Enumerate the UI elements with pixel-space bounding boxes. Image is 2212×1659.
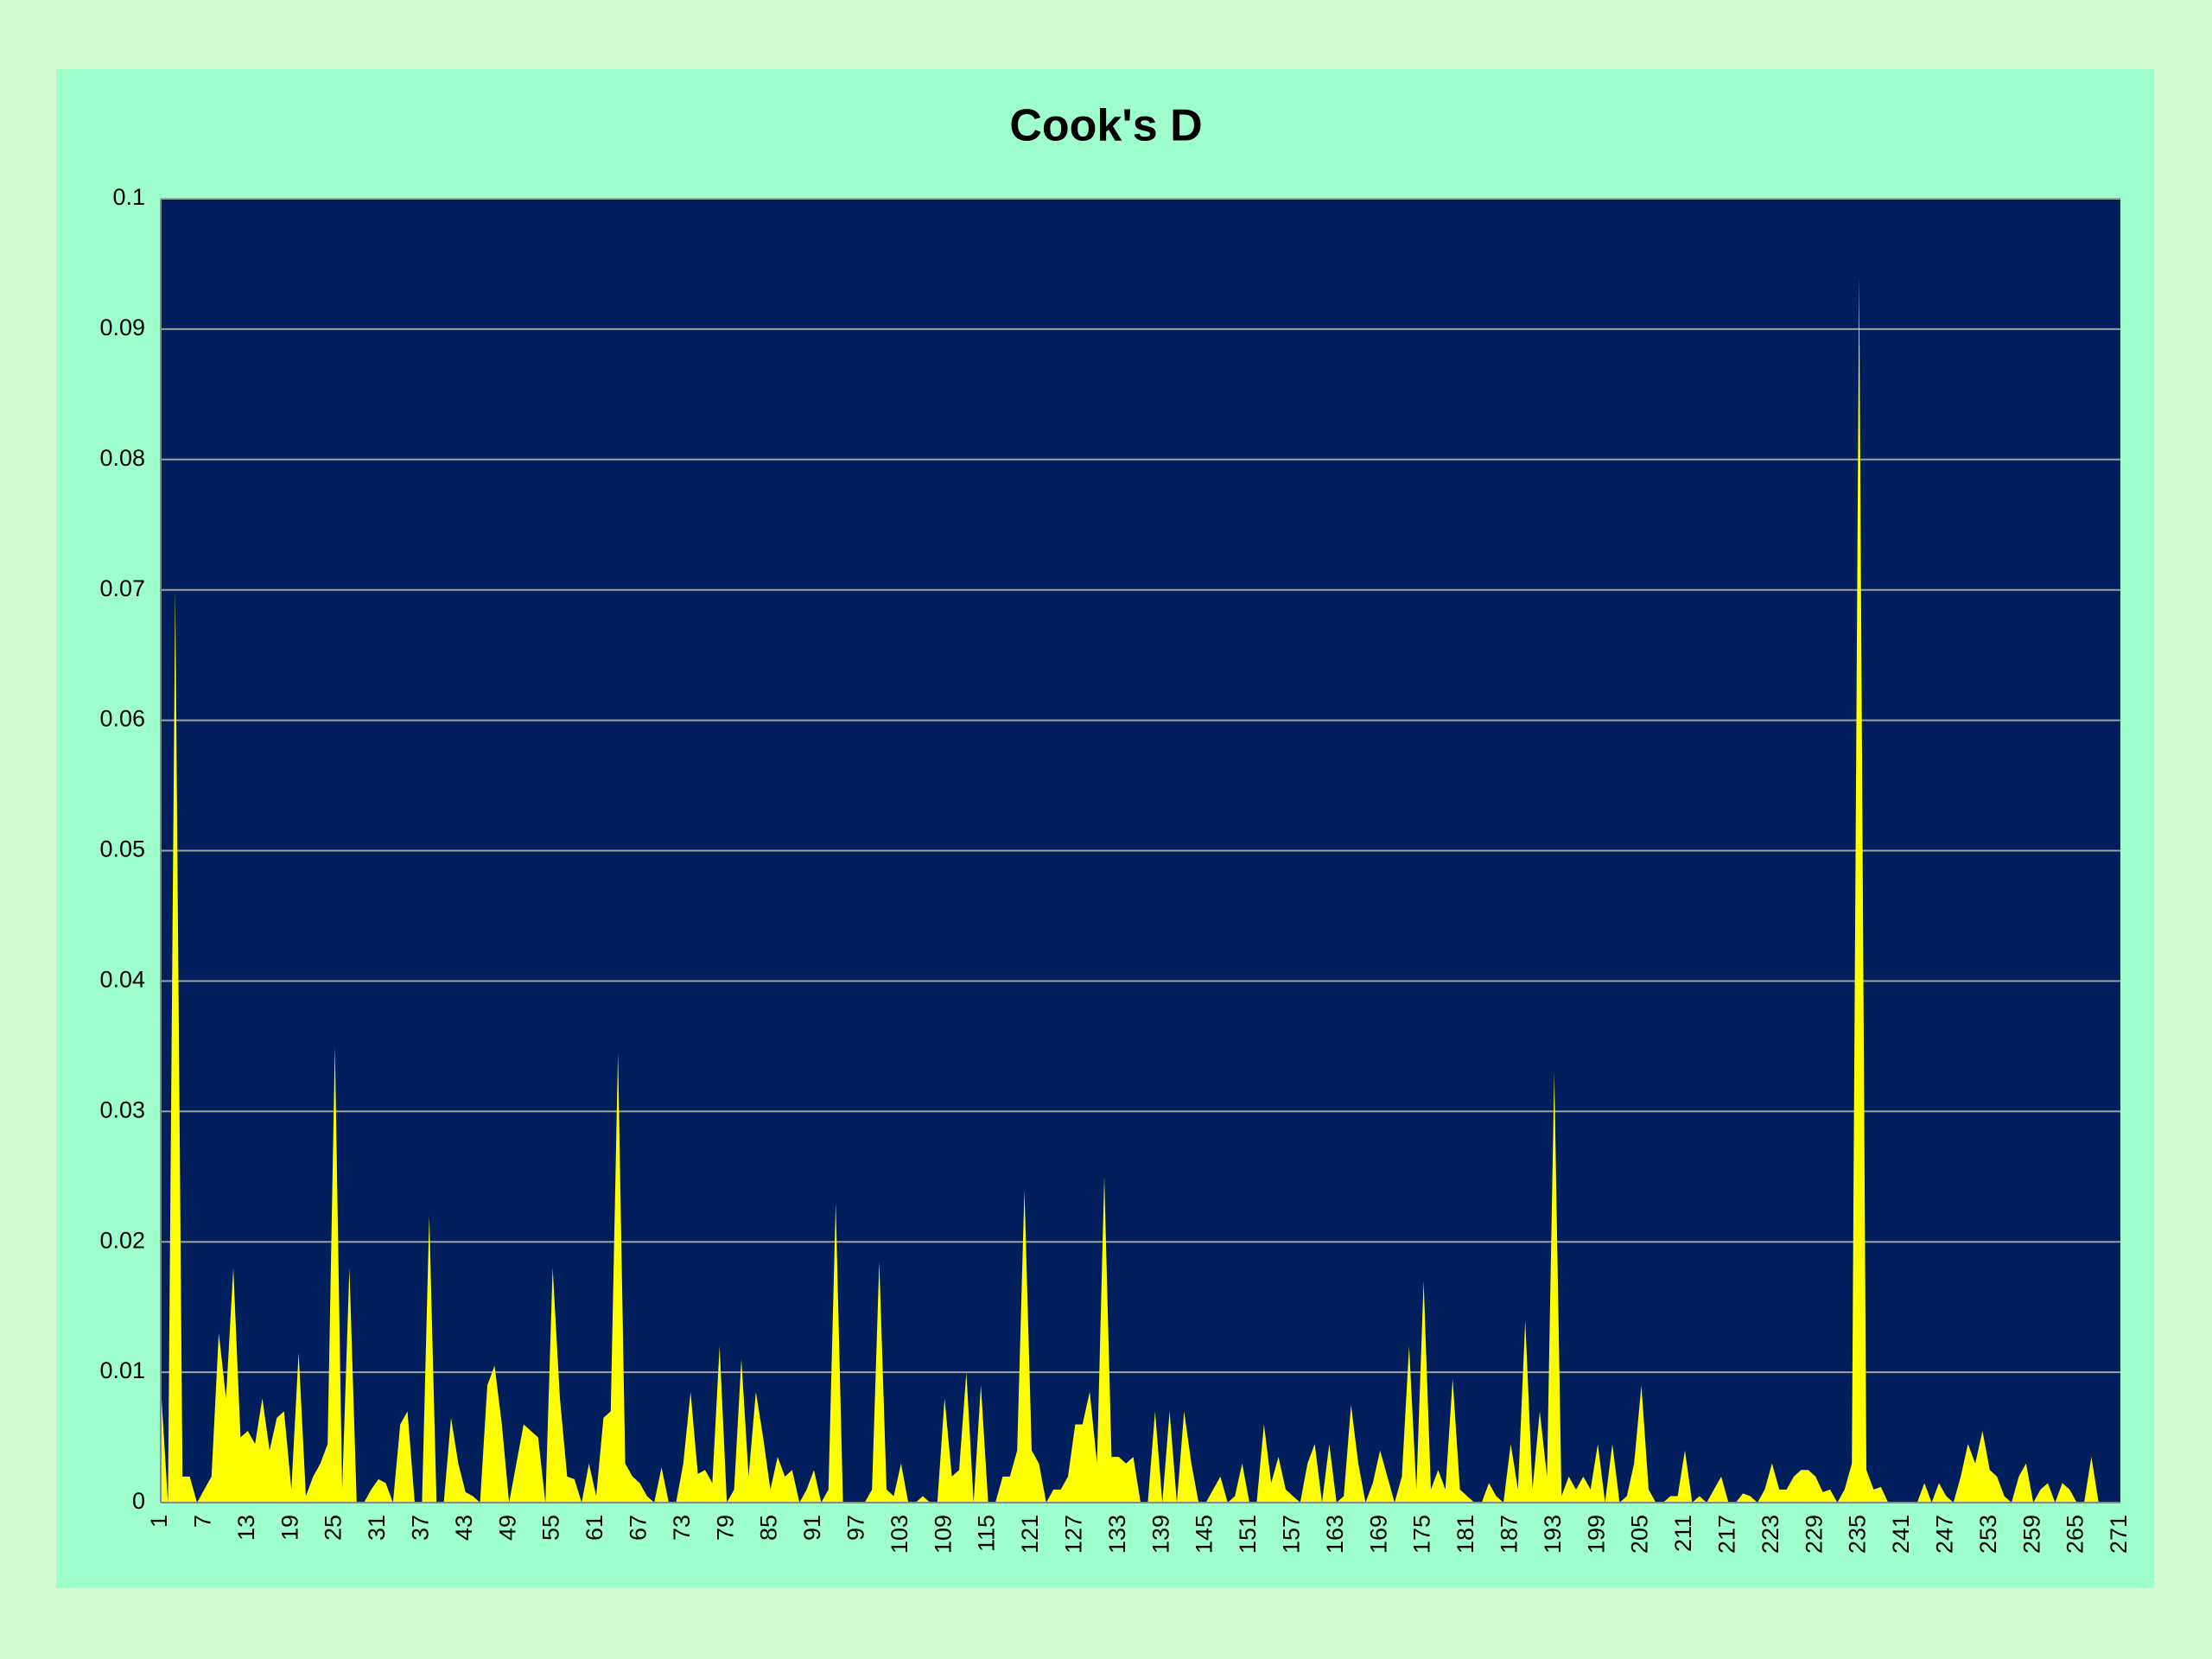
- x-tick-label: 7: [190, 1515, 216, 1528]
- y-tick-label: 0.09: [99, 315, 145, 340]
- x-tick-label: 121: [1017, 1515, 1043, 1554]
- y-tick-label: 0.1: [112, 184, 145, 210]
- x-tick-label: 97: [843, 1515, 869, 1541]
- x-tick-label: 109: [930, 1515, 956, 1554]
- x-tick-label: 271: [2106, 1515, 2132, 1554]
- x-tick-label: 181: [1452, 1515, 1478, 1554]
- y-tick-label: 0.06: [99, 706, 145, 732]
- x-tick-label: 223: [1758, 1515, 1783, 1554]
- x-tick-label: 253: [1975, 1515, 2001, 1554]
- x-tick-label: 151: [1235, 1515, 1261, 1554]
- x-tick-label: 91: [799, 1515, 825, 1541]
- x-tick-label: 31: [364, 1515, 390, 1541]
- x-tick-label: 235: [1845, 1515, 1871, 1554]
- x-tick-label: 37: [408, 1515, 434, 1541]
- x-tick-label: 145: [1192, 1515, 1217, 1554]
- x-tick-label: 49: [494, 1515, 520, 1541]
- y-tick-label: 0.05: [99, 836, 145, 862]
- x-tick-label: 61: [582, 1515, 607, 1541]
- x-tick-label: 217: [1714, 1515, 1740, 1554]
- y-tick-label: 0: [132, 1488, 145, 1514]
- x-tick-label: 133: [1104, 1515, 1130, 1554]
- y-tick-label: 0.04: [99, 967, 145, 993]
- x-tick-label: 43: [451, 1515, 477, 1541]
- x-tick-label: 199: [1583, 1515, 1609, 1554]
- x-tick-label: 205: [1627, 1515, 1653, 1554]
- x-tick-label: 229: [1801, 1515, 1827, 1554]
- y-tick-label: 0.07: [99, 575, 145, 601]
- y-tick-label: 0.01: [99, 1357, 145, 1383]
- x-tick-label: 115: [974, 1515, 1000, 1552]
- chart-title: Cook's D: [1009, 101, 1202, 151]
- x-tick-label: 163: [1322, 1515, 1348, 1554]
- x-tick-label: 127: [1061, 1515, 1087, 1554]
- x-tick-label: 247: [1932, 1515, 1958, 1554]
- x-tick-label: 85: [756, 1515, 782, 1541]
- x-tick-label: 13: [233, 1515, 259, 1541]
- y-tick-label: 0.02: [99, 1227, 145, 1253]
- y-tick-label: 0.08: [99, 445, 145, 471]
- y-tick-label: 0.03: [99, 1096, 145, 1122]
- x-tick-label: 265: [2063, 1515, 2088, 1554]
- x-tick-label: 73: [669, 1515, 695, 1541]
- x-tick-label: 187: [1497, 1515, 1522, 1554]
- x-tick-label: 19: [276, 1515, 302, 1541]
- x-tick-label: 55: [538, 1515, 564, 1541]
- x-tick-label: 139: [1147, 1515, 1173, 1554]
- x-tick-label: 103: [887, 1515, 912, 1554]
- x-tick-label: 1: [146, 1515, 172, 1528]
- x-tick-label: 169: [1365, 1515, 1391, 1554]
- x-tick-label: 67: [626, 1515, 652, 1541]
- x-tick-label: 241: [1888, 1515, 1914, 1554]
- x-tick-label: 25: [321, 1515, 346, 1541]
- x-tick-label: 157: [1279, 1515, 1305, 1554]
- x-tick-label: 259: [2018, 1515, 2044, 1554]
- x-tick-label: 79: [712, 1515, 738, 1541]
- x-tick-label: 211: [1670, 1515, 1696, 1552]
- x-tick-label: 175: [1409, 1515, 1435, 1554]
- x-tick-label: 193: [1540, 1515, 1566, 1554]
